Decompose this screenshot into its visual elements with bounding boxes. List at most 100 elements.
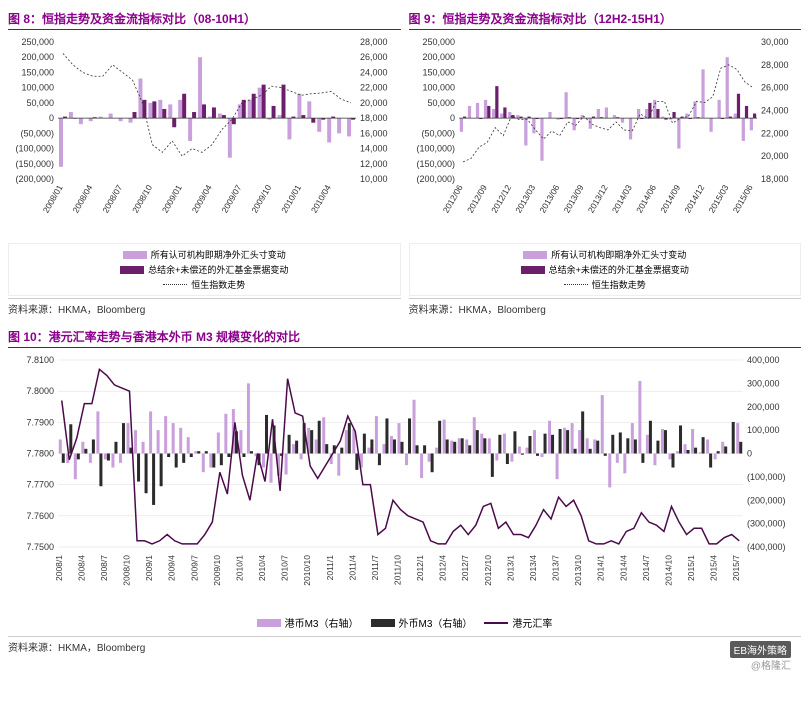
chart-9-legend-line: 恒生指数走势 [592, 278, 646, 291]
chart-10-legend-line: 港元汇率 [512, 615, 552, 630]
svg-text:18,000: 18,000 [360, 113, 388, 123]
svg-text:2013/7: 2013/7 [551, 555, 561, 581]
svg-text:300,000: 300,000 [747, 378, 780, 388]
svg-text:2013/09: 2013/09 [561, 183, 585, 215]
svg-text:28,000: 28,000 [360, 37, 388, 47]
svg-text:2011/1: 2011/1 [325, 555, 335, 581]
svg-text:14,000: 14,000 [360, 144, 388, 154]
watermark-gllh: @格隆汇 [751, 657, 791, 672]
legend-line-dotted [163, 284, 187, 285]
svg-text:100,000: 100,000 [21, 83, 54, 93]
svg-text:2012/09: 2012/09 [464, 183, 488, 215]
chart-9-legend-dark: 总结余+未偿还的外汇基金票据变动 [549, 263, 689, 276]
legend-swatch-light [123, 251, 147, 259]
svg-text:(50,000): (50,000) [421, 128, 455, 138]
svg-text:(150,000): (150,000) [416, 159, 455, 169]
svg-text:2012/10: 2012/10 [483, 555, 493, 586]
svg-text:2015/7: 2015/7 [731, 555, 741, 581]
svg-text:2014/12: 2014/12 [682, 183, 706, 215]
svg-text:0: 0 [449, 113, 454, 123]
chart-10-title: 图 10：港元汇率走势与香港本外币 M3 规模变化的对比 [8, 326, 801, 348]
svg-text:(200,000): (200,000) [15, 174, 54, 184]
svg-text:2009/10: 2009/10 [249, 183, 273, 215]
svg-text:(400,000): (400,000) [747, 542, 786, 552]
svg-text:2008/1: 2008/1 [54, 555, 64, 581]
svg-text:2014/06: 2014/06 [634, 183, 658, 215]
svg-text:(100,000): (100,000) [15, 144, 54, 154]
chart-8-legend: 所有认可机构即期净外汇头寸变动 总结余+未偿还的外汇基金票据变动 恒生指数走势 [8, 243, 401, 296]
chart-10-legend: 港币M3（右轴） 外币M3（右轴） 港元汇率 [8, 611, 801, 634]
chart-10-legend-light: 港币M3（右轴） [285, 615, 359, 630]
svg-text:2009/1: 2009/1 [144, 555, 154, 581]
chart-10-panel: 图 10：港元汇率走势与香港本外币 M3 规模变化的对比 7.75007.760… [8, 326, 801, 654]
svg-text:2012/4: 2012/4 [438, 555, 448, 581]
svg-text:2013/12: 2013/12 [585, 183, 609, 215]
svg-text:16,000: 16,000 [360, 128, 388, 138]
svg-text:250,000: 250,000 [21, 37, 54, 47]
svg-text:2009/7: 2009/7 [189, 555, 199, 581]
svg-text:12,000: 12,000 [360, 159, 388, 169]
legend-swatch-dark [120, 266, 144, 274]
chart-8-area: (200,000)(150,000)(100,000)(50,000)050,0… [8, 34, 401, 296]
svg-text:200,000: 200,000 [422, 52, 455, 62]
svg-text:2013/4: 2013/4 [528, 555, 538, 581]
legend-line [484, 622, 508, 624]
svg-text:150,000: 150,000 [422, 67, 455, 77]
svg-text:2009/01: 2009/01 [160, 183, 184, 215]
svg-text:2012/7: 2012/7 [460, 555, 470, 581]
chart-8-legend-light: 所有认可机构即期净外汇头寸变动 [151, 248, 286, 261]
svg-text:400,000: 400,000 [747, 355, 780, 365]
svg-text:18,000: 18,000 [761, 174, 789, 184]
svg-text:7.8000: 7.8000 [26, 386, 54, 396]
svg-text:(200,000): (200,000) [416, 174, 455, 184]
chart-9-source: 资料来源：HKMA，Bloomberg [409, 298, 802, 316]
svg-text:2009/4: 2009/4 [167, 555, 177, 581]
chart-9-legend-light: 所有认可机构即期净外汇头寸变动 [551, 248, 686, 261]
watermark-eb: EB海外策略 [730, 641, 791, 658]
svg-text:50,000: 50,000 [26, 98, 54, 108]
svg-text:(200,000): (200,000) [747, 495, 786, 505]
svg-text:2010/10: 2010/10 [302, 555, 312, 586]
svg-text:2012/12: 2012/12 [489, 183, 513, 215]
svg-text:7.7700: 7.7700 [26, 480, 54, 490]
svg-text:100,000: 100,000 [422, 83, 455, 93]
svg-text:200,000: 200,000 [21, 52, 54, 62]
svg-text:24,000: 24,000 [761, 106, 789, 116]
svg-text:100,000: 100,000 [747, 425, 780, 435]
svg-text:2013/03: 2013/03 [513, 183, 537, 215]
svg-text:28,000: 28,000 [761, 60, 789, 70]
svg-text:0: 0 [49, 113, 54, 123]
svg-text:(100,000): (100,000) [747, 472, 786, 482]
svg-text:20,000: 20,000 [360, 98, 388, 108]
svg-text:2010/01: 2010/01 [279, 183, 303, 215]
legend-swatch-light [257, 619, 281, 627]
svg-text:2008/10: 2008/10 [130, 183, 154, 215]
svg-text:2008/4: 2008/4 [76, 555, 86, 581]
legend-swatch-black [371, 619, 395, 627]
svg-text:(300,000): (300,000) [747, 519, 786, 529]
svg-text:7.8100: 7.8100 [26, 355, 54, 365]
svg-text:2011/7: 2011/7 [370, 555, 380, 581]
svg-text:2009/07: 2009/07 [219, 183, 243, 215]
chart-10-source: 资料来源：HKMA，Bloomberg [8, 636, 801, 654]
svg-text:2015/06: 2015/06 [730, 183, 754, 215]
svg-text:150,000: 150,000 [21, 67, 54, 77]
svg-text:2013/10: 2013/10 [573, 555, 583, 586]
svg-text:2010/04: 2010/04 [309, 183, 333, 215]
svg-text:22,000: 22,000 [360, 83, 388, 93]
svg-text:2011/4: 2011/4 [347, 555, 357, 581]
chart-8-panel: 图 8：恒指走势及资金流指标对比（08-10H1） (200,000)(150,… [8, 8, 401, 316]
svg-text:7.7600: 7.7600 [26, 511, 54, 521]
chart-10-legend-black: 外币M3（右轴） [399, 615, 473, 630]
svg-text:7.7900: 7.7900 [26, 417, 54, 427]
chart-10-area: 7.75007.76007.77007.78007.79007.80007.81… [8, 352, 801, 634]
legend-line-dotted [564, 284, 588, 285]
svg-text:2012/1: 2012/1 [415, 555, 425, 581]
svg-text:10,000: 10,000 [360, 174, 388, 184]
svg-text:2009/10: 2009/10 [212, 555, 222, 586]
svg-text:2013/1: 2013/1 [505, 555, 515, 581]
svg-text:2008/01: 2008/01 [41, 183, 65, 215]
svg-text:2008/04: 2008/04 [70, 183, 94, 215]
svg-text:30,000: 30,000 [761, 37, 789, 47]
svg-text:2014/09: 2014/09 [658, 183, 682, 215]
